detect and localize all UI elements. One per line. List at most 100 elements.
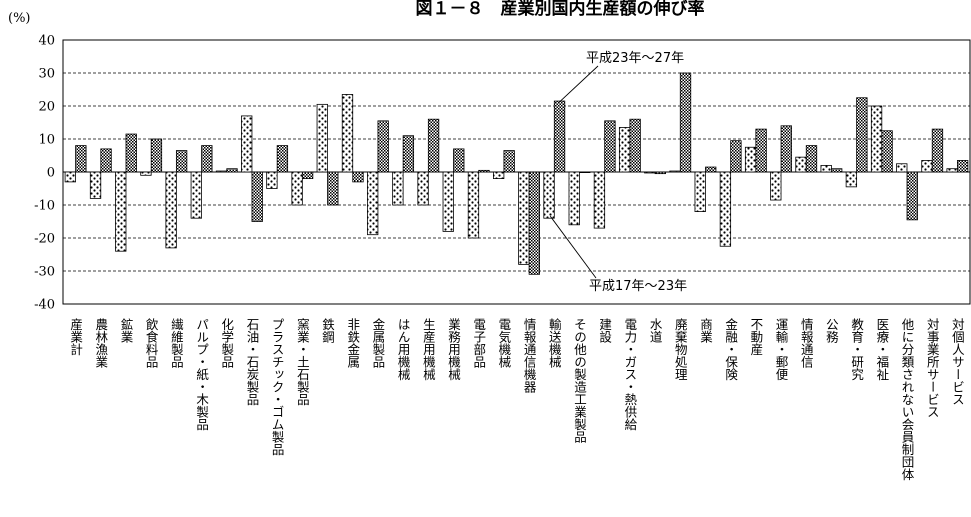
bar-h17-23 [694,171,706,212]
bar-h23-27 [377,120,389,173]
y-tick-label: 20 [38,100,55,115]
bar-h17-23 [341,94,354,173]
bar-h17-23 [316,103,328,173]
bar-h23-27 [427,118,440,173]
bar-h17-23 [946,168,958,173]
bar-h23-27 [453,148,465,173]
category-label: 金融・保険 [723,317,738,381]
category-label: 廃棄物処理 [673,317,688,381]
category-label: 鉱業 [118,317,133,343]
bar-h17-23 [870,105,883,173]
category-label: 商業 [698,317,713,343]
bars [64,72,969,275]
y-tick-label: 10 [38,133,55,148]
bar-h17-23 [744,146,757,173]
bar-h23-27 [503,150,515,173]
category-label: 教育・研究 [849,317,864,381]
bar-h17-23 [89,171,102,199]
bar-h17-23 [543,171,555,219]
category-label: 業務用機械 [446,317,461,381]
category-label: 情報通信機器 [522,318,537,394]
category-label: その他の製造工業製品 [572,318,587,443]
category-label: 化学製品 [219,318,234,368]
bar-h23-27 [201,145,213,173]
category-label: 電力・ガス・熱供給 [622,318,637,431]
bar-h23-27 [679,72,692,173]
bar-h23-27 [553,100,566,173]
bar-h23-27 [629,118,641,173]
bar-h23-27 [352,171,364,183]
bar-h23-27 [301,171,314,179]
bar-h17-23 [719,171,732,247]
bar-h17-23 [64,171,76,183]
y-tick-label: 0 [47,166,55,181]
annotation-leader [549,215,597,279]
bar-h17-23 [669,170,681,173]
y-axis-unit-label: (%) [8,11,31,26]
category-label: 農林漁業 [93,318,108,368]
category-label: 運輸・郵便 [774,318,789,381]
y-tick-label: 30 [38,67,55,82]
bar-h23-27 [881,130,893,173]
bar-h17-23 [291,171,303,206]
category-label: はん用機械 [396,318,411,381]
bar-h23-27 [276,145,289,173]
category-label: 医療・福祉 [874,318,889,381]
bar-h17-23 [845,171,858,188]
bar-h17-23 [493,171,505,179]
bar-h17-23 [215,170,228,173]
bar-h23-27 [604,120,616,173]
category-label: 輸送機械 [547,317,562,368]
gridlines [62,39,971,305]
bar-h17-23 [568,171,580,226]
bar-h23-27 [125,133,137,173]
annotation-leader [557,65,599,104]
bar-h23-27 [856,97,868,173]
bar-h17-23 [165,171,177,249]
category-label: プラスチック・ゴム製品 [270,318,285,456]
category-label: 繊維製品 [169,317,184,368]
bar-h17-23 [392,171,404,206]
category-label: 非鉄金属 [345,318,360,369]
bar-h17-23 [896,163,908,173]
y-tick-label: -10 [34,199,55,214]
bar-h17-23 [115,171,127,252]
category-label: 飲食料品 [144,317,159,368]
annotation-label: 平成23年～27年 [586,51,684,66]
bar-h23-27 [654,171,666,175]
bar-h17-23 [593,171,606,229]
category-label: 情報通信 [799,318,814,369]
bar-h17-23 [190,171,202,219]
category-label: 産業計 [68,317,83,356]
bar-h23-27 [931,128,944,173]
bar-h17-23 [795,156,807,173]
bar-h23-27 [705,166,717,173]
category-label: 対個人サービス [950,318,965,406]
y-tick-label: -20 [34,232,55,247]
bar-h23-27 [251,171,263,222]
bar-h23-27 [226,168,238,173]
bar-h23-27 [957,160,969,173]
category-label: 水道 [648,318,663,343]
bar-h17-23 [367,171,379,236]
category-label: 他に分類されない会員制団体 [900,318,915,481]
bar-h23-27 [579,171,591,174]
bar-h17-23 [644,171,656,174]
bar-h23-27 [150,138,163,173]
bar-h17-23 [417,171,429,206]
bar-h17-23 [140,171,152,176]
bar-h23-27 [402,135,415,173]
bar-h23-27 [528,171,540,275]
bar-h23-27 [906,171,918,221]
chart-title: 図１－８ 産業別国内生産額の伸び率 [416,0,705,19]
bar-h23-27 [805,145,818,173]
category-label: 窯業・土石製品 [295,317,310,406]
y-tick-label: -40 [34,298,55,313]
bar-h17-23 [442,171,454,232]
y-tick-label: 40 [38,34,55,49]
bar-h23-27 [831,168,843,173]
category-label: 石油・石炭製品 [244,318,259,406]
bar-h17-23 [467,171,480,239]
